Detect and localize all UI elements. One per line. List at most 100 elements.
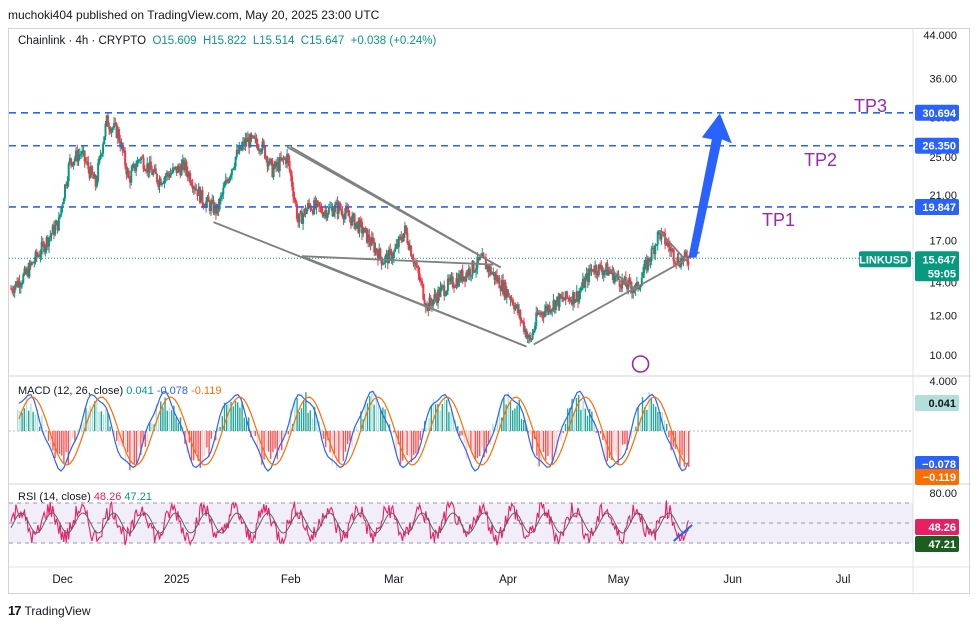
candle-body <box>216 204 219 214</box>
candle-body <box>167 172 170 175</box>
tp3-label: TP3 <box>854 96 888 116</box>
macd-bar <box>626 431 628 450</box>
candle-body <box>408 245 411 250</box>
candle-body <box>574 299 577 303</box>
macd-bar <box>287 431 289 435</box>
macd-bar <box>186 431 188 454</box>
candle-body <box>109 129 112 133</box>
candle-body <box>464 276 467 281</box>
macd-bar <box>670 431 672 451</box>
candle-body <box>537 313 540 315</box>
rsi-line <box>10 500 689 547</box>
candle-body <box>23 268 26 275</box>
candle-body <box>682 256 685 262</box>
candle-body <box>605 263 608 271</box>
candle-body <box>254 137 257 139</box>
candle-body <box>471 260 474 276</box>
candle-body <box>521 320 524 322</box>
x-tick-label: Dec <box>52 574 73 586</box>
candle-body <box>110 128 113 133</box>
candle-body <box>360 221 363 234</box>
candle-body <box>265 157 268 159</box>
macd-bar <box>30 403 32 431</box>
candle-body <box>411 256 414 260</box>
macd-bar <box>547 431 549 456</box>
candle-body <box>565 291 568 298</box>
macd-bar <box>140 431 142 455</box>
candle-body <box>243 141 246 147</box>
macd-bar <box>129 431 131 471</box>
macd-bar <box>166 410 168 431</box>
candle-body <box>561 296 564 299</box>
candle-body <box>54 225 57 235</box>
legend-high: H15.822 <box>202 35 247 47</box>
candle-body <box>418 273 421 281</box>
candle-body <box>434 294 437 298</box>
candle-body <box>562 296 565 300</box>
candle-body <box>149 161 152 170</box>
macd-bar <box>175 417 177 431</box>
candle-body <box>516 304 519 313</box>
candle-body <box>63 184 66 199</box>
candle-body <box>522 321 525 333</box>
candle-body <box>246 137 249 143</box>
candle-body <box>677 257 680 265</box>
candle-body <box>603 270 606 272</box>
macd-bar <box>586 415 589 431</box>
candle-body <box>88 169 91 178</box>
macd-bar <box>102 414 105 431</box>
candle-body <box>588 268 591 283</box>
x-tick-label: 2025 <box>164 574 190 586</box>
candle-body <box>645 260 648 271</box>
candle-body <box>568 298 571 302</box>
rsi-top-tick: 80.00 <box>929 488 957 500</box>
candle-body <box>590 269 593 272</box>
candle-body <box>451 276 454 288</box>
candle-body <box>397 236 400 248</box>
candle-body <box>676 257 679 265</box>
macd-bar <box>646 409 648 431</box>
candle-body <box>684 251 687 256</box>
macd-bar <box>298 411 300 431</box>
candle-body <box>190 182 193 186</box>
candle-body <box>48 237 51 247</box>
macd-bar <box>221 416 223 431</box>
legend-low: L15.514 <box>252 35 295 47</box>
candle-body <box>491 273 494 275</box>
candle-body <box>535 312 538 326</box>
macd-bar <box>558 431 560 433</box>
chart-svg[interactable]: 10.0012.0014.0017.0021.0025.0030.0036.00… <box>9 29 971 595</box>
candle-body <box>527 334 530 338</box>
candle-body <box>575 291 578 300</box>
candle-body <box>36 255 39 257</box>
candle-body <box>271 160 274 178</box>
macd-bar <box>556 431 558 455</box>
macd-bar <box>663 420 666 431</box>
candle-body <box>529 334 532 341</box>
macd-bar <box>340 431 342 451</box>
badges-layer: 19.847 26.350 30.694 15.647 59:05 LINKUSD 4.00… <box>859 104 959 552</box>
candle-body <box>375 248 378 253</box>
candle-body <box>440 285 443 288</box>
candle-body <box>486 265 489 270</box>
macd-bar <box>358 431 360 432</box>
macd-bar <box>531 431 534 451</box>
candle-body <box>201 190 204 205</box>
candle-body <box>530 338 533 341</box>
candle-body <box>649 260 652 262</box>
candle-body <box>667 242 670 247</box>
legend-close: C15.647 <box>300 35 345 47</box>
candle-body <box>111 127 114 129</box>
macd-bar <box>391 431 393 434</box>
candle-body <box>187 173 190 178</box>
chart-container[interactable]: 10.0012.0014.0017.0021.0025.0030.0036.00… <box>8 28 971 595</box>
candle-body <box>153 168 156 172</box>
candle-body <box>126 170 129 175</box>
macd-bar <box>657 411 659 431</box>
candle-body <box>551 308 554 311</box>
candle-body <box>257 149 260 151</box>
candle-body <box>505 289 508 298</box>
macd-bar <box>507 392 509 431</box>
candle-body <box>32 262 35 264</box>
macd-legend-v1: 0.041 <box>126 385 154 397</box>
